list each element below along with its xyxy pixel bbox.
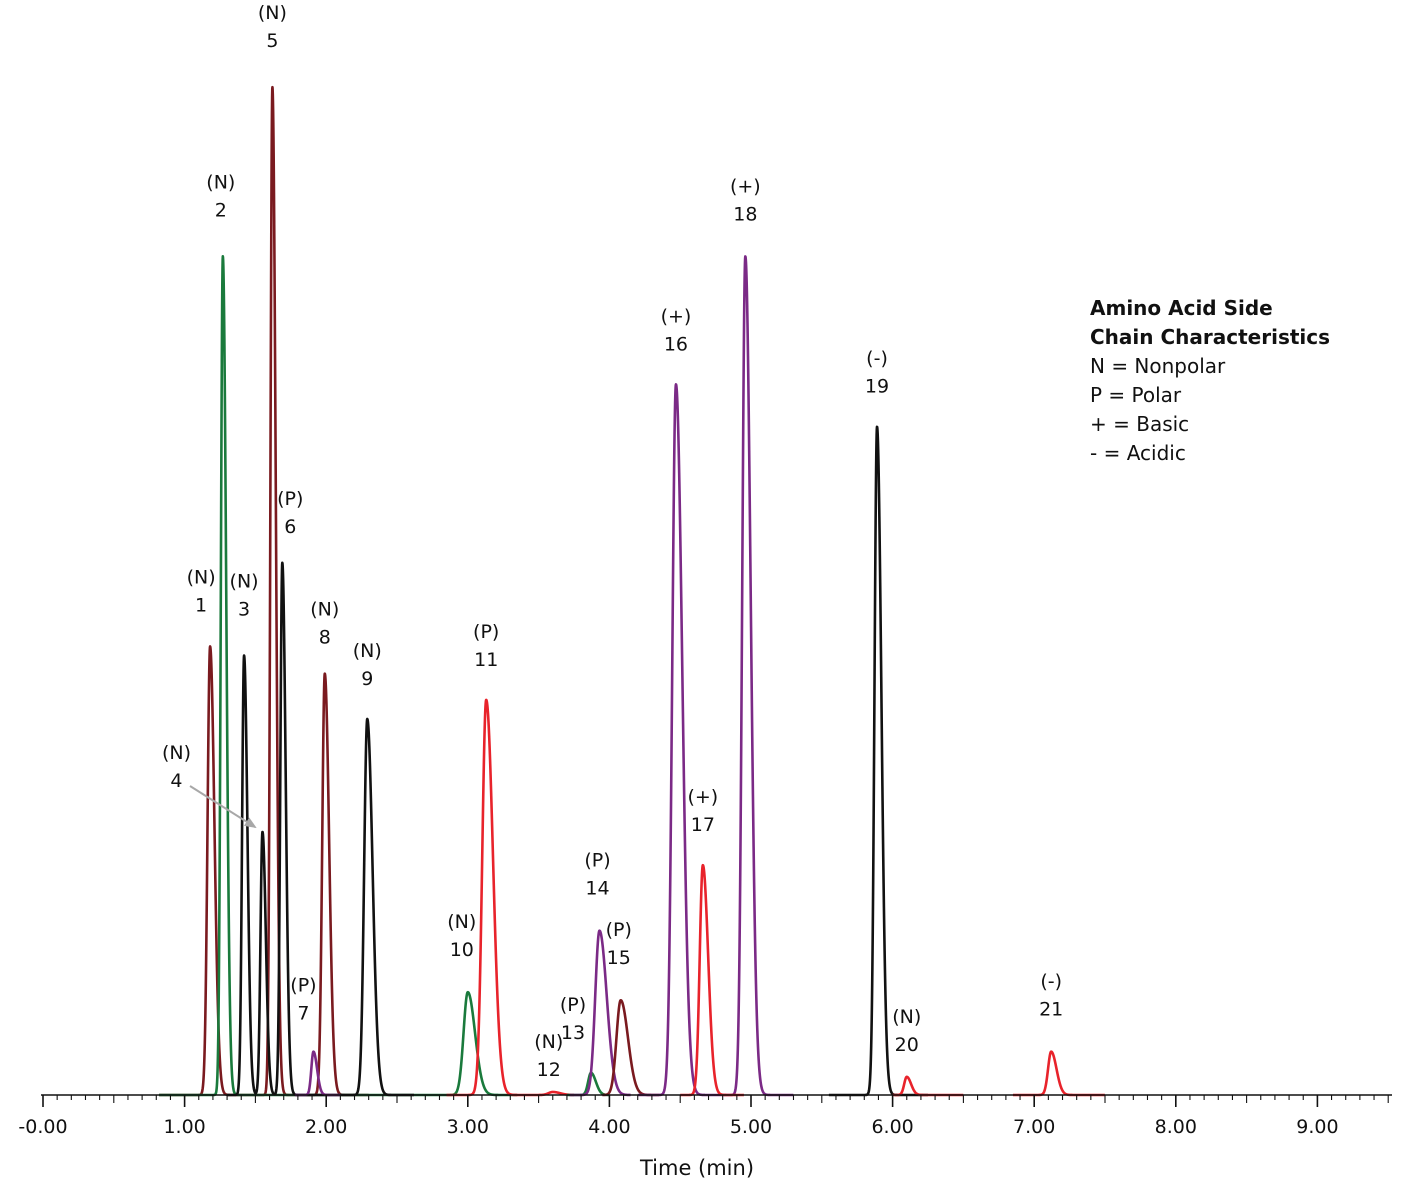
peak-class-label: (N) [310,599,339,621]
peak-class-label: (P) [473,621,499,643]
x-tick-label: 7.00 [1013,1116,1055,1138]
peak-label-8: (N) 8 [310,599,339,649]
peak-number-label: 14 [585,878,609,900]
x-axis-ticks [42,1095,1389,1107]
peak-label-14: (P) 14 [584,850,610,900]
peak-class-label: (N) [534,1031,563,1053]
trace-16-18 [636,255,795,1097]
peak-number-label: 8 [319,627,331,649]
peak-class-label: (+) [687,786,718,808]
peak-number-label: 15 [607,947,631,969]
x-tick-label: 9.00 [1296,1116,1338,1138]
legend-item-acidic: - = Acidic [1090,441,1186,465]
peak-4-arrow [189,785,257,829]
peak-number-label: 4 [170,770,182,792]
traces-layer [157,85,1107,1097]
peak-class-label: (N) [230,571,259,593]
peak-label-19: (-) 19 [865,348,889,398]
peak-number-label: 12 [537,1059,561,1081]
peak-label-15: (P) 15 [606,919,632,969]
peak-class-label: (N) [187,566,216,588]
peak-number-label: 13 [561,1022,585,1044]
peak-number-label: 18 [733,203,757,225]
x-tick-label: -0.00 [18,1116,67,1138]
legend-title-line-1: Amino Acid Side [1090,296,1273,320]
peak-label-3: (N) 3 [230,571,259,621]
peak-class-label: (P) [584,850,610,872]
peak-class-label: (-) [1040,971,1062,993]
peak-label-1: (N) 1 [187,566,216,616]
x-axis: -0.00 1.00 2.00 3.00 4.00 5.00 6.00 7.00 8.00 9.0… [18,1094,1392,1180]
peak-class-label: (-) [866,348,888,370]
peak-number-label: 9 [361,668,373,690]
legend-title-line-2: Chain Characteristics [1090,325,1330,349]
peak-number-label: 1 [195,594,207,616]
peak-class-label: (N) [892,1006,921,1028]
legend: Amino Acid Side Chain Characteristics N … [1090,296,1330,465]
peak-label-13: (P) 13 [560,994,586,1044]
peak-label-11: (P) 11 [473,621,499,671]
peak-class-label: (P) [290,975,316,997]
peak-number-label: 11 [474,649,498,671]
peak-number-label: 19 [865,376,889,398]
x-tick-label: 8.00 [1155,1116,1197,1138]
trace-20 [891,1075,965,1097]
x-axis-title: Time (min) [639,1156,754,1180]
legend-item-basic: + = Basic [1090,412,1189,436]
peak-label-18: (+) 18 [730,175,761,225]
legend-item-polar: P = Polar [1090,383,1182,407]
x-tick-label: 1.00 [163,1116,205,1138]
peak-label-4: (N) 4 [162,742,191,792]
x-tick-label: 2.00 [305,1116,347,1138]
peak-number-label: 16 [664,333,688,355]
peak-label-7: (P) 7 [290,975,316,1025]
peak-class-label: (P) [277,488,303,510]
peak-number-label: 7 [297,1003,309,1025]
x-axis-tick-labels: -0.00 1.00 2.00 3.00 4.00 5.00 6.00 7.00 8.00 9.0… [18,1116,1338,1138]
trace-1-5-8 [157,85,370,1097]
peak-labels: (N)1(N)2(N)3(N)4(N)5(P)6(P)7(N)8(N)9(N)1… [162,2,1063,1081]
peak-label-2: (N) 2 [206,171,235,221]
peak-label-16: (+) 16 [661,305,692,355]
x-tick-label: 4.00 [588,1116,630,1138]
peak-number-label: 2 [215,199,227,221]
peak-number-label: 10 [450,939,474,961]
peak-label-20: (N) 20 [892,1006,921,1056]
peak-number-label: 20 [895,1034,919,1056]
peak-class-label: (N) [258,2,287,24]
peak-class-label: (+) [661,305,692,327]
x-tick-label: 6.00 [871,1116,913,1138]
peak-class-label: (P) [560,994,586,1016]
peak-class-label: (N) [353,640,382,662]
peak-number-label: 21 [1039,999,1063,1021]
peak-number-label: 17 [691,814,715,836]
x-tick-label: 5.00 [730,1116,772,1138]
legend-item-nonpolar: N = Nonpolar [1090,354,1226,378]
peak-label-17: (+) 17 [687,786,718,836]
x-tick-label: 3.00 [447,1116,489,1138]
peak-class-label: (+) [730,175,761,197]
peak-label-6: (P) 6 [277,488,303,538]
peak-number-label: 5 [266,30,278,52]
trace-21 [1011,1050,1107,1097]
trace-17 [679,863,746,1097]
peak-label-10: (N) 10 [447,911,476,961]
peak-label-5: (N) 5 [258,2,287,52]
peak-class-label: (N) [447,911,476,933]
trace-19 [827,425,930,1097]
peak-label-12: (N) 12 [534,1031,563,1081]
peak-number-label: 6 [284,516,296,538]
peak-label-9: (N) 9 [353,640,382,690]
peak-number-label: 3 [238,599,250,621]
peak-label-21: (-) 21 [1039,971,1063,1021]
peak-class-label: (P) [606,919,632,941]
peak-class-label: (N) [162,742,191,764]
peak-class-label: (N) [206,171,235,193]
